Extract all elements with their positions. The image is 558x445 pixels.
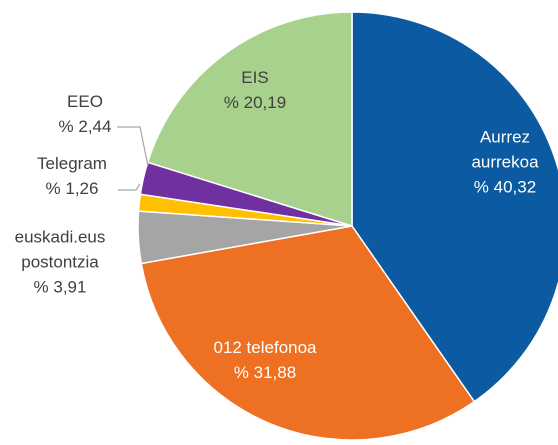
data-label: EEO % 2,44 [35,89,135,139]
category-label: EEO [67,92,103,111]
category-label: Telegram [37,154,107,173]
category-label: euskadi.eus postontzia [14,227,106,272]
value-label: % 20,19 [223,93,287,112]
value-label: % 2,44 [58,117,112,136]
value-label: % 3,91 [33,277,87,297]
data-label: Telegram % 1,26 [22,151,122,201]
pie-slice [351,11,558,403]
slices [137,11,558,441]
category-label: EIS [241,68,269,87]
value-label: % 40,32 [473,177,537,197]
pie-slice [140,225,476,441]
data-label: Aurrez aurrekoa % 40,32 [460,125,550,200]
data-label: EIS % 20,19 [205,65,305,115]
leader-line [117,126,149,167]
data-label: 012 telefonoa % 31,88 [185,335,345,385]
category-label: 012 telefonoa [213,338,317,357]
data-label: euskadi.eus postontzia % 3,91 [5,225,115,300]
category-label: Aurrez aurrekoa [471,127,539,172]
value-label: % 1,26 [45,179,99,198]
leader-line [118,183,141,191]
pie-slice [146,11,353,228]
value-label: % 31,88 [233,363,297,382]
